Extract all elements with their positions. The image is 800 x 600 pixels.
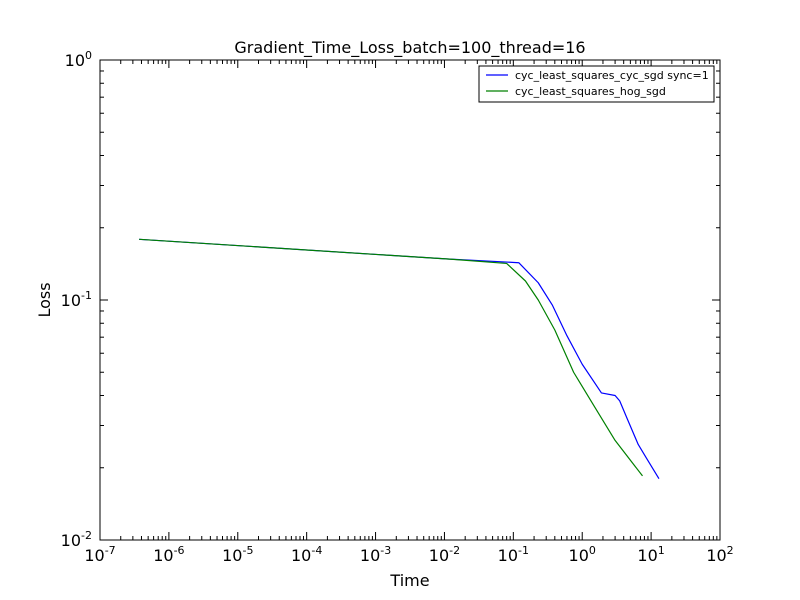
plot-area <box>100 60 720 540</box>
y-tick-label: 10-1 <box>61 289 92 310</box>
x-tick-label: 102 <box>706 544 733 565</box>
x-tick-label: 10-4 <box>291 544 322 565</box>
series-line-1 <box>139 238 643 477</box>
x-tick-label: 10-2 <box>429 544 460 565</box>
x-tick-label: 100 <box>569 544 596 565</box>
chart-title: Gradient_Time_Loss_batch=100_thread=16 <box>234 38 585 58</box>
x-axis-label: Time <box>389 571 429 590</box>
legend: cyc_least_squares_cyc_sgd sync=1 cyc_lea… <box>478 65 715 103</box>
axis-tick-labels: 10-7 10-6 10-5 10-4 10-3 10-2 10-1 100 101 102 10-… <box>61 49 734 565</box>
x-tick-label: 10-7 <box>84 544 115 565</box>
x-tick-label: 10-6 <box>153 544 184 565</box>
legend-label-hog-sgd: cyc_least_squares_hog_sgd <box>515 85 666 98</box>
y-tick-label: 10-2 <box>61 529 92 550</box>
x-tick-label: 10-5 <box>222 544 253 565</box>
legend-label-cyc-sgd: cyc_least_squares_cyc_sgd sync=1 <box>515 69 709 82</box>
y-tick-label: 100 <box>65 49 92 70</box>
legend-box <box>478 65 715 103</box>
x-tick-label: 10-3 <box>360 544 391 565</box>
series-lines <box>139 238 660 480</box>
x-tick-label: 10-1 <box>498 544 529 565</box>
axis-ticks <box>99 59 721 541</box>
x-tick-label: 101 <box>637 544 664 565</box>
series-line-0 <box>139 238 660 480</box>
y-axis-label: Loss <box>35 282 54 317</box>
plot-frame <box>99 59 721 541</box>
